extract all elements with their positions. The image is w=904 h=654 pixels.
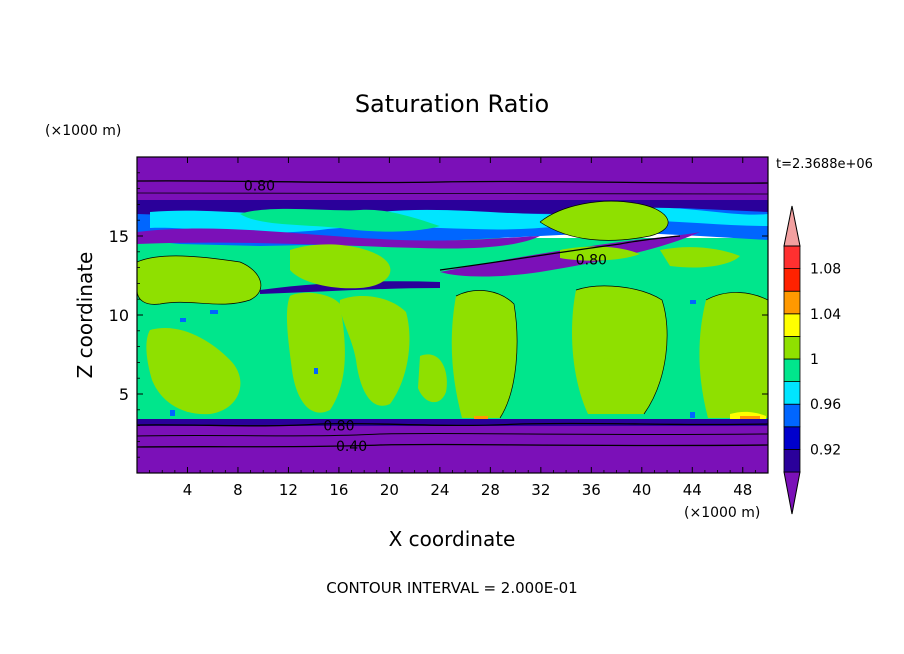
contour-line-low-040	[137, 443, 768, 448]
time-label: t=2.3688e+06	[776, 157, 873, 172]
x-tick-label: 8	[233, 481, 243, 499]
x-tick-label: 24	[430, 481, 449, 499]
cloud-lime-4	[339, 296, 410, 406]
contour-line-cloud-3	[575, 285, 668, 415]
cloud-orange-patch-2	[474, 416, 488, 419]
x-tick-label: 40	[632, 481, 651, 499]
colorbar-over-arrow	[783, 205, 801, 247]
contour-line-cloud-5	[539, 200, 669, 241]
contour-label: 0.80	[576, 253, 607, 269]
colorbar-tick-label: 0.96	[810, 397, 841, 413]
x-axis-label: X coordinate	[389, 527, 516, 551]
contour-line-cloud-4	[705, 292, 768, 301]
x-unit-label: (×1000 m)	[684, 505, 760, 521]
contour-line-upper-2	[137, 192, 768, 195]
colorbar-segment	[783, 426, 801, 450]
cloud-lime-9	[418, 354, 447, 403]
cloud-lime-8	[146, 328, 241, 415]
cloud-lime-6	[572, 285, 668, 414]
contour-line-low-080	[137, 422, 768, 427]
colorbar-segment	[783, 313, 801, 337]
x-tick-label: 44	[683, 481, 702, 499]
chart-title: Saturation Ratio	[355, 90, 549, 118]
cloud-lime-1	[137, 255, 261, 305]
contour-label: 0.80	[244, 178, 275, 194]
cloud-lime-3	[286, 292, 345, 413]
region-upper-purple-streak	[137, 228, 540, 249]
colorbar-segment	[783, 381, 801, 405]
x-tick-label: 48	[733, 481, 752, 499]
cloud-orange-patch	[740, 416, 760, 419]
x-tick-label: 4	[183, 481, 193, 499]
contour-interval-footer: CONTOUR INTERVAL = 2.000E-01	[326, 579, 577, 597]
contour-line-low-060	[137, 432, 768, 437]
cloud-lime-11	[660, 247, 740, 268]
contour-label: 0.40	[336, 439, 367, 455]
cloud-lime-10	[600, 358, 632, 403]
contour-line-cloud-2	[455, 290, 518, 419]
x-tick-label: 16	[329, 481, 348, 499]
cloud-lime-7	[699, 292, 768, 418]
region-upper-lime-right	[540, 201, 669, 241]
x-tick-label: 32	[531, 481, 550, 499]
y-tick-label: 10	[109, 306, 129, 325]
colorbar-segment	[783, 245, 801, 270]
y-axis-label: Z coordinate	[73, 252, 97, 379]
contour-line-mid	[439, 235, 681, 271]
colorbar-segment	[783, 290, 801, 315]
y-tick-label: 15	[109, 227, 129, 246]
x-tick-label: 28	[481, 481, 500, 499]
contour-line-upper	[137, 180, 768, 184]
colorbar-tick-label: 1	[810, 352, 819, 368]
colorbar-tick-label: 0.92	[810, 442, 841, 458]
colorbar-under-arrow	[783, 471, 801, 515]
colorbar-segment	[783, 335, 801, 360]
colorbar-tick-label: 1.08	[810, 262, 841, 278]
x-tick-label: 20	[380, 481, 399, 499]
contour-label: 0.80	[323, 419, 354, 435]
x-tick-label: 12	[279, 481, 298, 499]
region-upper-green	[240, 208, 440, 232]
y-tick-label: 5	[119, 385, 129, 404]
cloud-lime-5	[451, 290, 518, 418]
band-tropopause-dry	[137, 157, 768, 202]
plot-area: 0.80 0.80 0.80 0.40	[137, 157, 768, 473]
colorbar-segment	[783, 358, 801, 383]
y-unit-label: (×1000 m)	[45, 123, 121, 139]
colorbar-segment	[783, 448, 801, 473]
contour-line-cloud-1	[137, 255, 262, 305]
colorbar-tick-label: 1.04	[810, 307, 841, 323]
colorbar-segment	[783, 268, 801, 292]
colorbar-segment	[783, 403, 801, 428]
cloud-lime-2	[290, 244, 391, 289]
colorbar: 0.92 0.96 1 1.04 1.08	[783, 205, 841, 515]
x-tick-label: 36	[582, 481, 601, 499]
